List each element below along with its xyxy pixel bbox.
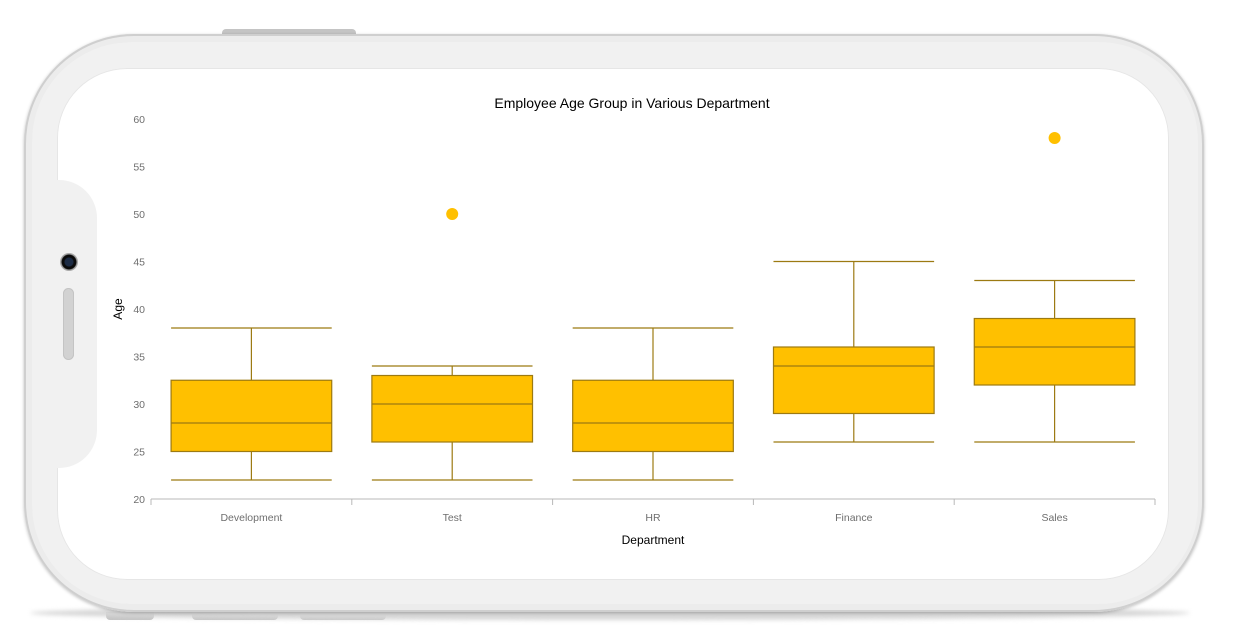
outlier-point bbox=[1048, 132, 1061, 144]
x-tick-label: Sales bbox=[1041, 512, 1067, 524]
plot-area: 20 25 30 35 40 45 50 55 60 Development Test HR Finan… bbox=[133, 114, 1156, 524]
y-tick-label: 25 bbox=[133, 447, 145, 459]
outlier-point bbox=[446, 208, 459, 220]
box-iqr bbox=[371, 374, 534, 443]
box-iqr bbox=[772, 346, 935, 415]
y-tick-label: 30 bbox=[133, 399, 145, 411]
box-iqr bbox=[170, 379, 333, 453]
x-tick-label: Development bbox=[220, 512, 282, 524]
box-iqr bbox=[973, 317, 1136, 386]
x-tick-label: Finance bbox=[835, 512, 873, 524]
camera-icon bbox=[60, 253, 78, 271]
y-tick-label: 45 bbox=[133, 257, 145, 269]
y-tick-label: 20 bbox=[133, 494, 145, 506]
y-tick-label: 40 bbox=[133, 304, 145, 316]
x-tick-label: HR bbox=[645, 512, 661, 524]
y-tick-label: 50 bbox=[133, 209, 145, 221]
x-tick-label: Test bbox=[443, 512, 462, 524]
y-tick-label: 55 bbox=[133, 162, 145, 174]
device-volume-button bbox=[222, 29, 356, 37]
box-iqr bbox=[572, 379, 734, 453]
chart-title: Employee Age Group in Various Department bbox=[494, 95, 769, 111]
y-tick-label: 60 bbox=[133, 114, 145, 126]
y-tick-label: 35 bbox=[133, 352, 145, 364]
y-axis-label: Age bbox=[111, 298, 125, 320]
x-axis-label: Department bbox=[622, 533, 685, 547]
speaker-icon bbox=[63, 288, 74, 360]
